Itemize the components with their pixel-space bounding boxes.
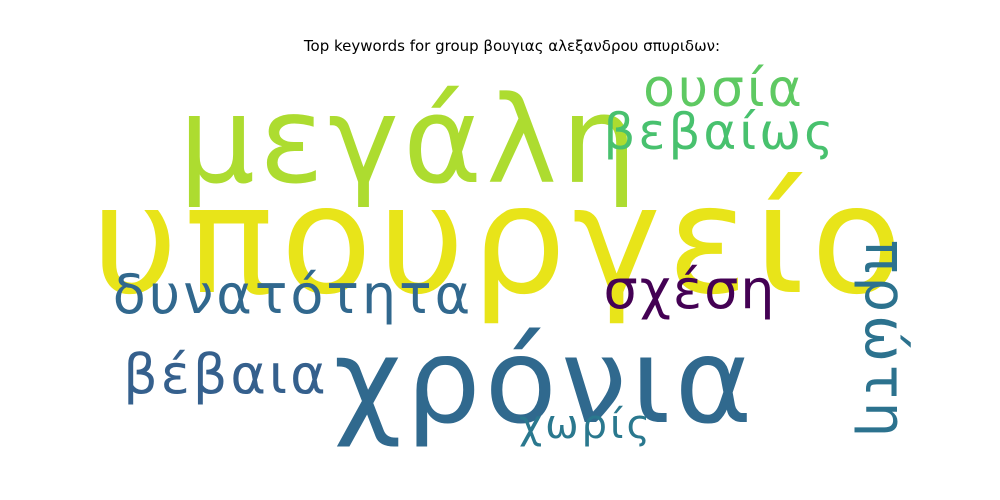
cloud-word: μεγάλη bbox=[179, 72, 641, 211]
cloud-word: υπουργείο bbox=[91, 154, 908, 328]
cloud-word: δυνατότητα bbox=[113, 263, 473, 326]
cloud-word: βεβαίως bbox=[604, 103, 837, 161]
cloud-word: ουσία bbox=[643, 59, 805, 119]
cloud-word: βέβαια bbox=[123, 343, 329, 406]
cloud-word: χωρίς bbox=[519, 402, 653, 448]
cloud-word: χρόνια bbox=[334, 312, 757, 450]
cloud-word: πρώτη bbox=[852, 240, 917, 440]
figure-title: Top keywords for group βουγιας αλεξανδρο… bbox=[303, 37, 721, 55]
cloud-word: σχέση bbox=[603, 258, 776, 321]
